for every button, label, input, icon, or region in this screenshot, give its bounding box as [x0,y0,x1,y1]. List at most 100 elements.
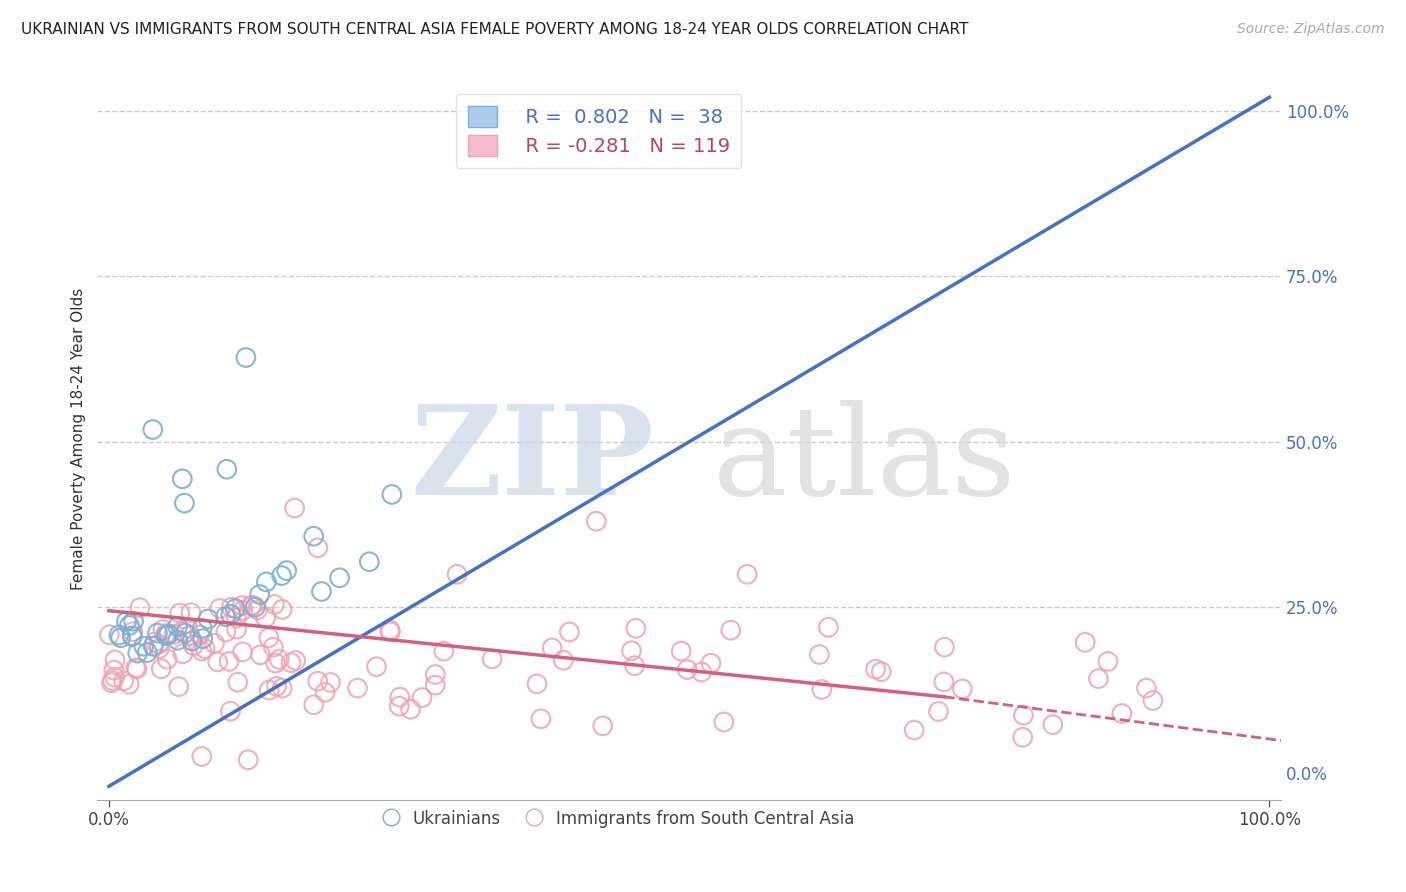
Point [271,602,294,616]
Point [284,501,307,516]
Point [249,648,271,662]
Point [270,568,292,582]
Point [155,626,177,640]
Point [191,749,214,764]
Point [155,629,177,643]
Text: atlas: atlas [713,400,1017,521]
Point [208,601,231,615]
Point [311,584,333,599]
Point [346,681,368,695]
Point [811,682,834,697]
Point [108,628,131,642]
Point [143,635,166,649]
Point [1042,717,1064,731]
Point [118,618,141,632]
Point [359,555,381,569]
Point [314,685,336,699]
Point [585,514,607,528]
Point [399,702,422,716]
Point [302,698,325,712]
Point [928,705,950,719]
Point [156,652,179,666]
Point [104,653,127,667]
Point [934,640,956,655]
Point [411,690,433,705]
Point [207,655,229,669]
Point [700,656,723,670]
Point [262,640,284,655]
Point [271,681,294,695]
Point [142,423,165,437]
Point [163,627,186,641]
Point [530,712,553,726]
Point [125,662,148,676]
Point [380,624,402,639]
Point [132,639,155,653]
Point [98,628,121,642]
Point [215,462,238,476]
Point [128,600,150,615]
Point [148,641,170,656]
Point [541,640,564,655]
Point [254,610,277,624]
Point [620,644,643,658]
Point [307,541,329,555]
Point [284,654,307,668]
Point [174,626,197,640]
Point [381,487,404,501]
Point [169,606,191,620]
Point [1074,635,1097,649]
Point [215,625,238,640]
Point [624,621,647,635]
Point [1111,706,1133,721]
Point [157,627,180,641]
Point [302,529,325,543]
Point [553,653,575,667]
Point [865,662,887,676]
Point [204,636,226,650]
Point [932,674,955,689]
Point [366,659,388,673]
Point [101,673,124,688]
Point [1012,708,1035,723]
Point [122,614,145,628]
Point [219,600,242,615]
Point [180,606,202,620]
Point [103,663,125,677]
Point [176,621,198,635]
Point [903,723,925,737]
Point [121,629,143,643]
Point [191,644,214,658]
Point [433,644,456,658]
Legend: Ukrainians, Immigrants from South Central Asia: Ukrainians, Immigrants from South Centra… [375,803,860,835]
Point [1097,655,1119,669]
Point [446,567,468,582]
Point [266,680,288,694]
Point [425,678,447,692]
Point [214,609,236,624]
Point [388,690,411,705]
Point [179,629,201,643]
Point [142,640,165,654]
Point [690,665,713,679]
Point [146,626,169,640]
Point [152,623,174,637]
Point [136,646,159,660]
Point [276,564,298,578]
Point [817,620,839,634]
Point [280,656,302,670]
Point [388,699,411,714]
Point [257,631,280,645]
Point [112,673,135,688]
Point [100,675,122,690]
Point [125,661,148,675]
Point [240,599,263,613]
Point [1087,672,1109,686]
Point [191,621,214,635]
Point [870,665,893,679]
Point [115,615,138,629]
Point [166,619,188,633]
Point [121,624,143,639]
Point [319,675,342,690]
Point [150,662,173,676]
